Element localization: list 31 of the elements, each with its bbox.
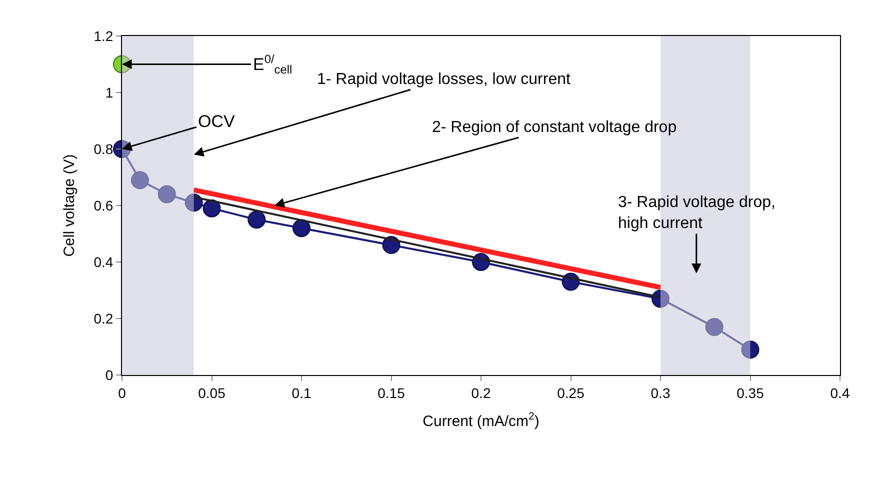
point bbox=[248, 210, 266, 229]
point bbox=[705, 318, 724, 336]
annotation: 2- Region of constant voltage drop bbox=[432, 119, 677, 136]
x-tick-label: 0.05 bbox=[198, 384, 226, 401]
y-tick-label: 0 bbox=[105, 366, 114, 383]
x-tick-label: 0.25 bbox=[557, 384, 585, 401]
x-tick-label: 0.4 bbox=[830, 384, 850, 401]
x-axis-title: Current (mA/cm$^{2}$) bbox=[422, 410, 540, 430]
y-axis-title: Cell voltage (V) bbox=[60, 154, 78, 257]
y-tick-label: 0.4 bbox=[94, 254, 114, 270]
point bbox=[652, 290, 670, 308]
annotation: 1- Rapid voltage losses, low current bbox=[317, 71, 572, 88]
point bbox=[184, 194, 203, 212]
x-tick-label: 0 bbox=[118, 384, 126, 401]
y-tick-label: 0.8 bbox=[94, 140, 114, 157]
y-tick-label: 0.6 bbox=[94, 197, 114, 214]
x-tick-label: 0.15 bbox=[378, 384, 406, 401]
point bbox=[158, 185, 176, 204]
y-tick-label: 1.2 bbox=[94, 28, 114, 44]
x-tick-label: 0.35 bbox=[736, 384, 764, 401]
point bbox=[202, 199, 221, 218]
point bbox=[741, 340, 760, 359]
point bbox=[292, 219, 310, 238]
y-tick-label: 1 bbox=[105, 84, 114, 100]
annotation: 3- Rapid voltage drop, high current bbox=[618, 194, 776, 232]
point bbox=[130, 171, 149, 190]
x-tick-label: 0.2 bbox=[471, 384, 491, 401]
y-tick-label: 0.2 bbox=[94, 310, 114, 326]
x-tick-label: 0.1 bbox=[292, 384, 312, 401]
annotation: OCV bbox=[198, 112, 236, 131]
x-tick-label: 0.3 bbox=[650, 384, 670, 401]
